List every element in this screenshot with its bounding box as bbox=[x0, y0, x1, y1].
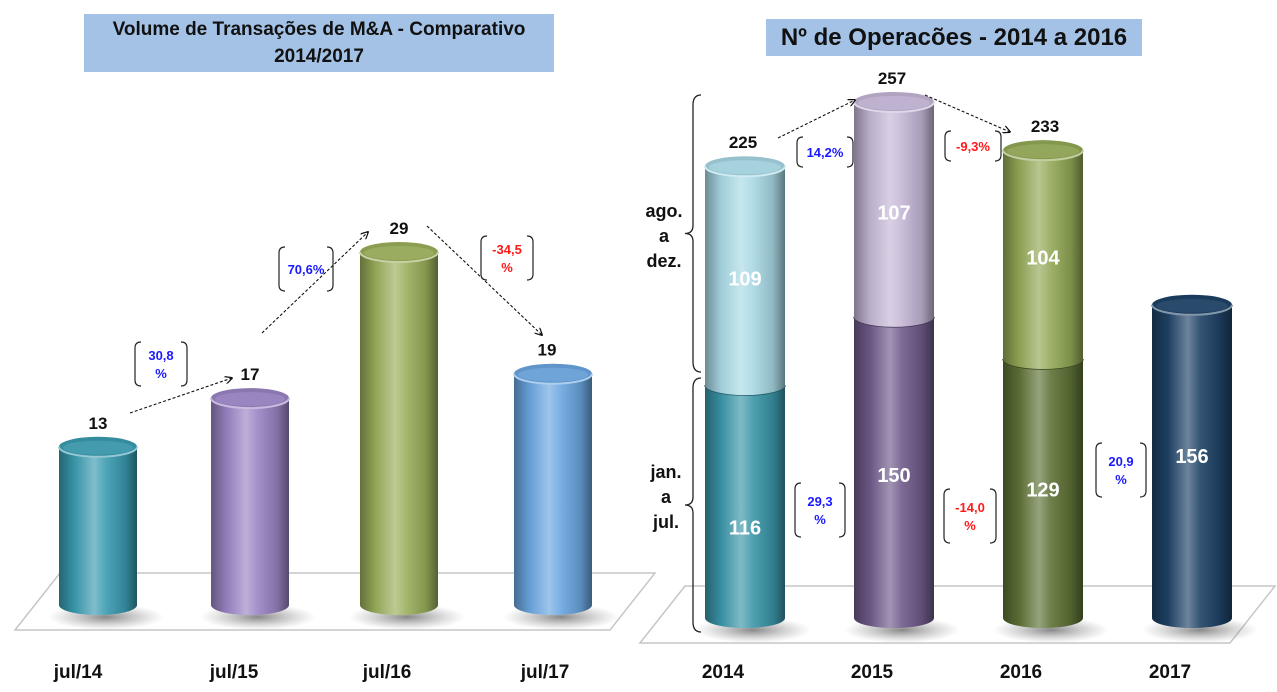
change-arrow bbox=[261, 232, 368, 334]
segment-value-label: 156 bbox=[1175, 446, 1208, 468]
bar-2016-ago-dez bbox=[1002, 140, 1084, 369]
chart1-title-line1: Volume de Transações de M&A - Comparativ… bbox=[112, 19, 526, 40]
series-label-jan-jul: jul. bbox=[652, 512, 679, 532]
x-tick-label: jul/14 bbox=[53, 662, 103, 683]
bar-jul/15 bbox=[210, 388, 290, 615]
change-label-text: 14,2% bbox=[807, 145, 844, 160]
change-arrow bbox=[426, 225, 542, 335]
bar-value-label: 17 bbox=[241, 365, 260, 384]
bar-2014-jan-jul bbox=[704, 384, 786, 628]
chart1-title-line2: 2014/2017 bbox=[274, 46, 364, 67]
change-label: 30,8% bbox=[134, 341, 188, 387]
change-label: 70,6% bbox=[278, 246, 334, 292]
change-label-text: % bbox=[814, 512, 826, 527]
x-tick-label: 2014 bbox=[702, 662, 745, 683]
x-tick-label: 2015 bbox=[851, 662, 894, 683]
change-label: 20,9% bbox=[1095, 442, 1147, 498]
series-brace-ago-dez bbox=[684, 94, 702, 373]
segment-value-label: 116 bbox=[729, 518, 761, 540]
total-value-label: 233 bbox=[1031, 117, 1059, 136]
change-label-text: % bbox=[1115, 472, 1127, 487]
bar-value-label: 29 bbox=[390, 219, 409, 238]
chart2-title: Nº de Operacões - 2014 a 2016 bbox=[766, 19, 1142, 56]
segment-value-label: 107 bbox=[877, 202, 910, 224]
change-label: 14,2% bbox=[796, 136, 854, 168]
change-label-text: 20,9 bbox=[1108, 454, 1133, 469]
change-label: -9,3% bbox=[944, 130, 1002, 162]
bar-2014-ago-dez bbox=[704, 156, 786, 396]
change-label-text: -9,3% bbox=[956, 139, 990, 154]
change-label-text: 30,8 bbox=[148, 348, 173, 363]
series-label-jan-jul: jan. bbox=[649, 462, 681, 482]
change-label-text: % bbox=[501, 260, 513, 275]
segment-value-label: 109 bbox=[728, 269, 761, 291]
bar-value-label: 19 bbox=[538, 341, 557, 360]
change-label-text: -34,5 bbox=[492, 242, 522, 257]
series-label-jan-jul: a bbox=[661, 487, 672, 507]
change-label: -34,5% bbox=[480, 235, 534, 281]
chart1-floor bbox=[13, 572, 657, 631]
change-label-text: 70,6% bbox=[288, 262, 325, 277]
series-label-ago-dez: a bbox=[659, 226, 670, 246]
bar-jul/17 bbox=[513, 363, 593, 615]
series-label-ago-dez: dez. bbox=[646, 251, 681, 271]
series-label-ago-dez: ago. bbox=[645, 201, 682, 221]
x-tick-label: jul/17 bbox=[520, 662, 570, 683]
x-tick-label: jul/15 bbox=[209, 662, 259, 683]
segment-value-label: 150 bbox=[877, 465, 910, 487]
bar-2015-ago-dez bbox=[853, 92, 935, 327]
change-label-text: -14,0 bbox=[955, 500, 985, 515]
change-label-text: % bbox=[964, 518, 976, 533]
x-tick-label: jul/16 bbox=[362, 662, 412, 683]
chart1-title: Volume de Transações de M&A - Comparativ… bbox=[84, 14, 554, 72]
change-label: -14,0% bbox=[943, 488, 997, 544]
bar-2017-jan-jul bbox=[1151, 294, 1233, 628]
change-label: 29,3% bbox=[794, 482, 846, 538]
bar-jul/14 bbox=[58, 436, 138, 615]
change-arrow bbox=[129, 378, 232, 414]
change-arrow bbox=[777, 100, 855, 139]
x-tick-label: 2017 bbox=[1149, 662, 1191, 683]
change-arrow bbox=[924, 94, 1010, 132]
bar-value-label: 13 bbox=[89, 414, 108, 433]
change-label-text: % bbox=[155, 366, 167, 381]
x-tick-label: 2016 bbox=[1000, 662, 1042, 683]
total-value-label: 257 bbox=[878, 69, 906, 88]
total-value-label: 225 bbox=[729, 133, 757, 152]
segment-value-label: 104 bbox=[1026, 248, 1060, 270]
series-brace-jan-jul bbox=[684, 377, 702, 633]
change-label-text: 29,3 bbox=[807, 494, 832, 509]
bar-jul/16 bbox=[359, 242, 439, 615]
segment-value-label: 129 bbox=[1026, 479, 1059, 501]
